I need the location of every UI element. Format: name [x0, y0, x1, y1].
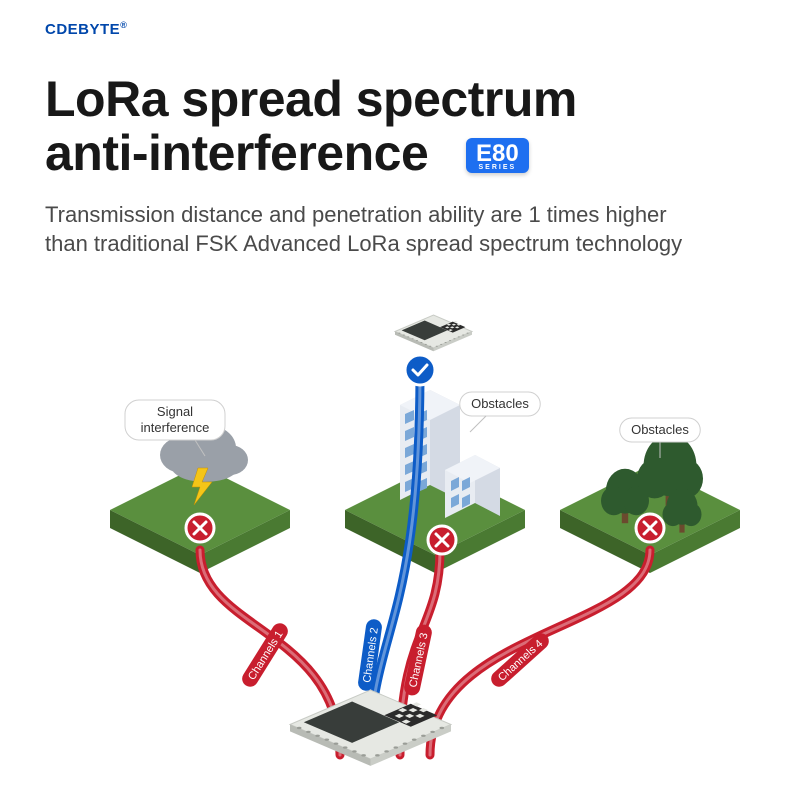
brand-logo: CDEBYTE®: [45, 20, 127, 38]
description-text: Transmission distance and penetration ab…: [45, 200, 685, 258]
check-icon: [405, 355, 435, 385]
svg-text:Obstacles: Obstacles: [471, 396, 529, 411]
svg-text:Signal: Signal: [157, 404, 193, 419]
infographic-diagram: SignalinterferenceObstaclesObstacles Cha…: [0, 310, 800, 800]
svg-text:Obstacles: Obstacles: [631, 422, 689, 437]
svg-text:interference: interference: [141, 420, 210, 435]
top-module-chip: [395, 315, 472, 351]
e80-series-badge: E80 SERIES: [466, 138, 529, 173]
